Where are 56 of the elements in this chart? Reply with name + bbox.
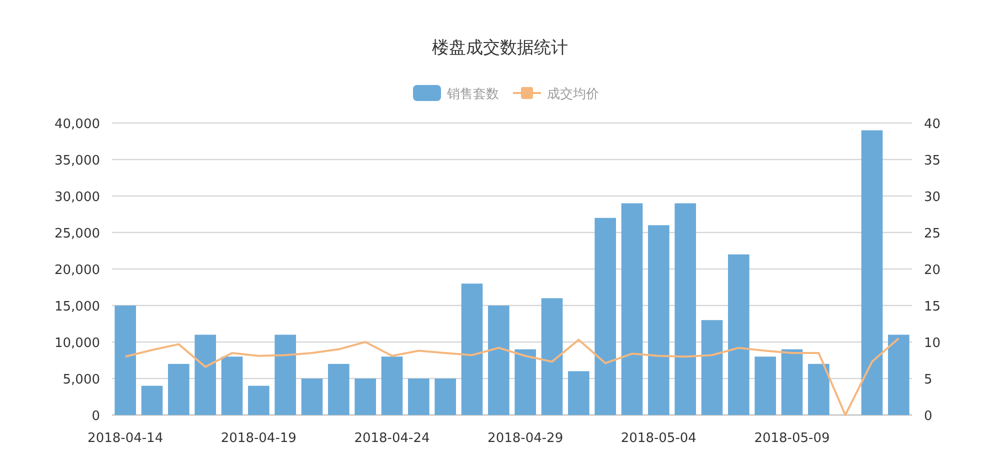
y2-tick-label: 30	[924, 190, 941, 205]
bar	[488, 306, 510, 415]
bar	[328, 364, 350, 415]
y-tick-label: 30,000	[54, 190, 100, 205]
bar	[781, 349, 803, 415]
bar	[301, 378, 323, 415]
bar	[381, 356, 403, 415]
bar	[168, 364, 190, 415]
bar	[674, 203, 696, 415]
legend-label: 成交均价	[547, 86, 599, 102]
bar	[594, 218, 616, 415]
x-tick-label: 2018-04-14	[88, 431, 164, 446]
x-tick-label: 2018-05-04	[620, 431, 696, 446]
bar	[194, 334, 216, 415]
y2-tick-label: 0	[924, 409, 932, 424]
y2-tick-label: 10	[924, 336, 941, 351]
y2-tick-label: 35	[924, 154, 941, 168]
bar	[221, 356, 243, 415]
x-tick-label: 2018-05-09	[754, 431, 830, 446]
x-tick-label: 2018-04-24	[354, 431, 430, 446]
bar	[541, 298, 563, 415]
y2-tick-label: 15	[924, 300, 941, 314]
y-tick-label: 40,000	[54, 117, 100, 132]
legend-label: 销售套数	[446, 87, 499, 102]
y2-tick-label: 20	[924, 263, 941, 278]
bar	[141, 386, 163, 415]
bar	[434, 378, 456, 415]
bar	[728, 254, 750, 415]
bar	[248, 386, 270, 415]
bar	[514, 349, 536, 415]
y-tick-label: 15,000	[54, 300, 100, 314]
bar	[861, 130, 883, 415]
bar	[461, 284, 483, 415]
y-tick-label: 10,000	[54, 336, 100, 351]
y2-tick-label: 40	[924, 117, 941, 132]
bar	[114, 306, 136, 415]
y-tick-label: 20,000	[54, 263, 100, 278]
bar	[274, 334, 296, 415]
y-tick-label: 5,000	[62, 372, 100, 388]
y2-tick-label: 5	[924, 372, 932, 388]
y2-tick-label: 25	[924, 226, 941, 242]
chart-title: 楼盘成交数据统计	[432, 38, 568, 58]
y-tick-label: 35,000	[54, 154, 100, 168]
bar	[621, 203, 643, 415]
bar	[808, 364, 830, 415]
bar	[754, 356, 776, 415]
x-tick-label: 2018-04-29	[488, 431, 564, 446]
bar	[354, 378, 376, 415]
bar	[648, 225, 670, 415]
bar	[701, 320, 723, 415]
bar	[888, 334, 910, 415]
x-tick-label: 2018-04-19	[220, 431, 296, 446]
bar	[568, 371, 590, 415]
y-tick-label: 0	[92, 409, 100, 424]
bar	[408, 378, 430, 415]
y-tick-label: 25,000	[54, 226, 100, 242]
